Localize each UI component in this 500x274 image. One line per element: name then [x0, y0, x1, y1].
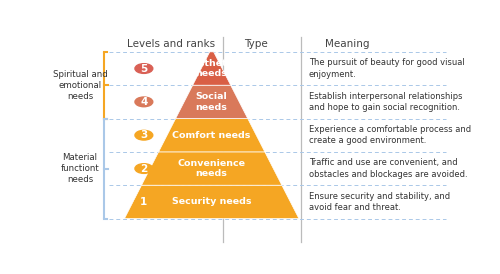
Text: Ensure security and stability, and
avoid fear and threat.: Ensure security and stability, and avoid…: [308, 192, 450, 212]
Text: Material
functiont
needs: Material functiont needs: [60, 153, 100, 184]
Text: Security needs: Security needs: [172, 197, 252, 206]
Text: 5: 5: [140, 64, 147, 73]
Circle shape: [135, 130, 153, 140]
Text: 2: 2: [140, 164, 147, 173]
Text: The pursuit of beauty for good visual
enjoyment.: The pursuit of beauty for good visual en…: [308, 58, 464, 79]
Text: Experience a comfortable process and
create a good environment.: Experience a comfortable process and cre…: [308, 125, 470, 145]
Text: Spiritual and
emotional
needs: Spiritual and emotional needs: [52, 70, 108, 101]
Polygon shape: [192, 52, 230, 85]
Text: 3: 3: [140, 130, 147, 140]
Circle shape: [135, 97, 153, 107]
Polygon shape: [158, 119, 265, 152]
Text: Meaning: Meaning: [325, 39, 370, 49]
Polygon shape: [142, 152, 282, 185]
Text: Levels and ranks: Levels and ranks: [127, 39, 215, 49]
Text: Social
needs: Social needs: [196, 92, 228, 112]
Text: Traffic and use are convenient, and
obstacles and blockages are avoided.: Traffic and use are convenient, and obst…: [308, 158, 467, 179]
Polygon shape: [124, 185, 299, 219]
Text: Comfort needs: Comfort needs: [172, 131, 251, 140]
Circle shape: [135, 197, 153, 207]
Text: 4: 4: [140, 97, 147, 107]
Text: Establish interpersonal relationships
and hope to gain social recognition.: Establish interpersonal relationships an…: [308, 92, 462, 112]
Text: Convenience
needs: Convenience needs: [178, 159, 246, 178]
Circle shape: [135, 64, 153, 73]
Circle shape: [135, 164, 153, 173]
Polygon shape: [176, 85, 248, 119]
Text: Type: Type: [244, 39, 268, 49]
Text: 1: 1: [140, 197, 147, 207]
Text: Aesthetic
needs: Aesthetic needs: [186, 59, 237, 78]
